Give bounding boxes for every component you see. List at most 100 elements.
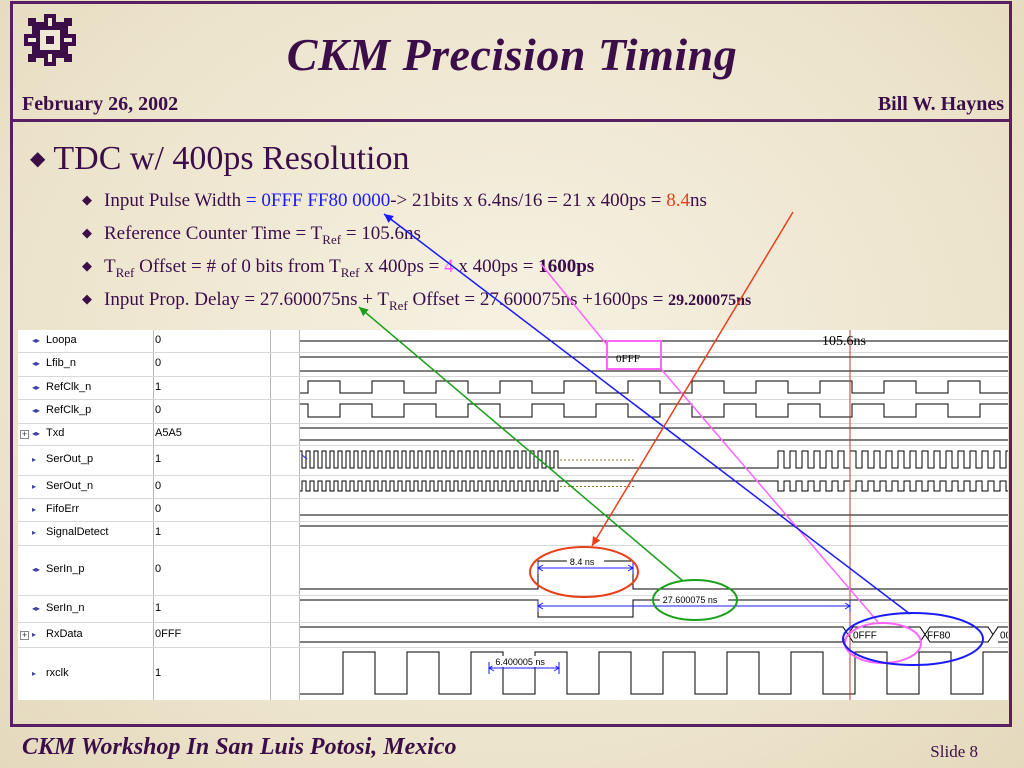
measure-serin-label: 8.4 ns: [570, 557, 595, 567]
signal-row-serin_n[interactable]: ◂▸ SerIn_n 1: [18, 595, 1008, 623]
measure-delay-label-bg: [659, 594, 729, 605]
measure-serin-label-bg: [566, 556, 605, 567]
signal-name: RxData: [46, 627, 83, 640]
signal-value: 1: [155, 380, 162, 393]
signal-value: 0: [155, 357, 162, 369]
signal-row-serin_p[interactable]: ◂▸ SerIn_p 0: [18, 545, 1008, 596]
diamond-bullet-icon: ◆: [82, 225, 92, 240]
output-arrow-icon: ▸: [32, 481, 37, 491]
signal-row-serout_n[interactable]: ▸ SerOut_n 0: [18, 475, 1008, 499]
output-arrow-icon: ▸: [32, 455, 37, 464]
diamond-bullet-icon: ◆: [82, 258, 92, 273]
column-separator: [153, 330, 154, 700]
signal-name: SerOut_n: [46, 479, 94, 492]
input-arrow-icon: ◂▸: [32, 336, 41, 345]
signal-row-refclk_n[interactable]: ◂▸ RefClk_n 1: [18, 376, 1008, 400]
green-delay-ellipse: [652, 579, 738, 621]
signal-name: SerIn_n: [46, 601, 85, 614]
signal-name: SerOut_p: [46, 453, 94, 465]
diamond-bullet-icon: ◆: [82, 291, 92, 306]
signal-row-serout_p[interactable]: ▸ SerOut_p 1: [18, 445, 1008, 476]
signal-value: 1: [155, 526, 162, 538]
bullet-input-pulse-width: ◆ Input Pulse Width = 0FFF FF80 0000-> 21…: [82, 190, 707, 211]
bullet-reference-counter: ◆ Reference Counter Time = TRef = 105.6ns: [82, 223, 421, 247]
footer-divider: [10, 724, 1012, 727]
red-arrow: [591, 211, 794, 547]
main-bullet: ◆ TDC w/ 400ps Resolution: [30, 140, 409, 178]
green-arrow: [358, 306, 684, 582]
fermilab-logo-icon: [24, 14, 76, 66]
lfib-value-label: 0FFF: [616, 353, 640, 365]
slide-date: February 26, 2002: [22, 93, 179, 115]
pink-connector: [540, 263, 608, 346]
signal-value: 0: [155, 479, 162, 492]
pink-rxdata-ellipse: [844, 622, 922, 664]
blue-arrow: [383, 213, 911, 615]
slide-title: CKM Precision Timing: [286, 29, 738, 80]
input-arrow-icon: ◂▸: [32, 429, 41, 438]
signal-row-signaldetect[interactable]: ▸ SignalDetect 1: [18, 521, 1008, 546]
output-arrow-icon: ▸: [32, 504, 37, 514]
measure-rxclk-arrows: [488, 664, 560, 672]
measure-delay-arrows: [537, 602, 851, 610]
signal-value: 0: [155, 563, 162, 575]
output-arrow-icon: ▸: [32, 528, 37, 537]
refclk-n-trace: [300, 380, 1008, 394]
expand-toggle-icon[interactable]: +: [20, 429, 29, 439]
pink-connector: [660, 368, 879, 623]
input-arrow-icon: ◂▸: [32, 565, 41, 574]
signal-name: FifoErr: [46, 502, 79, 515]
signal-row-refclk_p[interactable]: ◂▸ RefClk_p 0: [18, 399, 1008, 424]
rxdata-label: FF80: [927, 631, 951, 642]
signal-name: Loopa: [46, 334, 77, 346]
rxdata-label: 0FFF: [853, 631, 877, 642]
measure-rxclk-label: 6.400005 ns: [495, 657, 545, 667]
signal-row-rxdata[interactable]: + ▸ RxData 0FFF: [18, 622, 1008, 648]
signal-row-loopa[interactable]: ◂▸ Loopa 0: [18, 330, 1008, 353]
signal-name: Txd: [46, 427, 65, 439]
signal-name: SerIn_p: [46, 563, 85, 575]
diamond-bullet-icon: ◆: [30, 148, 46, 170]
slide-number: Slide 8: [930, 742, 978, 761]
serout-p-trace: [300, 450, 1008, 469]
txd-trace: [300, 427, 1008, 441]
pink-highlight-box: [606, 340, 662, 370]
column-separator: [270, 330, 271, 700]
signal-name: SignalDetect: [46, 526, 109, 538]
blue-arrow-head: [384, 214, 394, 223]
signal-row-fifoerr[interactable]: ▸ FifoErr 0: [18, 498, 1008, 522]
serout-n-trace: [300, 480, 1008, 492]
rxclk-trace: [300, 651, 1008, 695]
output-arrow-icon: ▸: [32, 629, 37, 639]
signal-value: 1: [155, 601, 162, 614]
output-arrow-icon: ▸: [32, 668, 37, 678]
signal-value: 0: [155, 404, 162, 416]
signal-value: 0FFF: [155, 627, 182, 640]
input-arrow-icon: ◂▸: [32, 382, 41, 392]
rxdata-label: 00: [1000, 631, 1008, 642]
signal-value: 0: [155, 334, 162, 346]
signal-name: Lfib_n: [46, 357, 76, 369]
header-divider: [10, 119, 1012, 122]
signal-row-lfib_n[interactable]: ◂▸ Lfib_n 0: [18, 352, 1008, 377]
slide-author: Bill W. Haynes: [877, 93, 1004, 115]
expand-toggle-icon[interactable]: +: [20, 629, 29, 640]
diamond-bullet-icon: ◆: [82, 192, 92, 207]
signal-name: rxclk: [46, 666, 69, 679]
green-arrow-head: [359, 307, 369, 317]
signal-name: RefClk_n: [46, 380, 92, 393]
input-arrow-icon: ◂▸: [32, 406, 41, 415]
signal-row-rxclk[interactable]: ▸ rxclk 1: [18, 647, 1008, 700]
signal-value: 1: [155, 666, 162, 679]
footer-workshop: CKM Workshop In San Luis Potosi, Mexico: [22, 734, 457, 760]
signal-name: RefClk_p: [46, 404, 92, 416]
measure-rxclk-label-bg: [492, 656, 556, 667]
signal-row-txd[interactable]: + ◂▸ Txd A5A5: [18, 423, 1008, 446]
column-separator: [299, 330, 300, 700]
red-serin-ellipse: [529, 546, 639, 598]
bullet-input-prop-delay: ◆ Input Prop. Delay = 27.600075ns + TRef …: [82, 289, 752, 313]
signal-value: 1: [155, 453, 162, 465]
main-bullet-text: TDC w/ 400ps Resolution: [53, 140, 410, 177]
bullet-tref-offset: ◆ TRef Offset = # of 0 bits from TRef x 4…: [82, 256, 595, 280]
